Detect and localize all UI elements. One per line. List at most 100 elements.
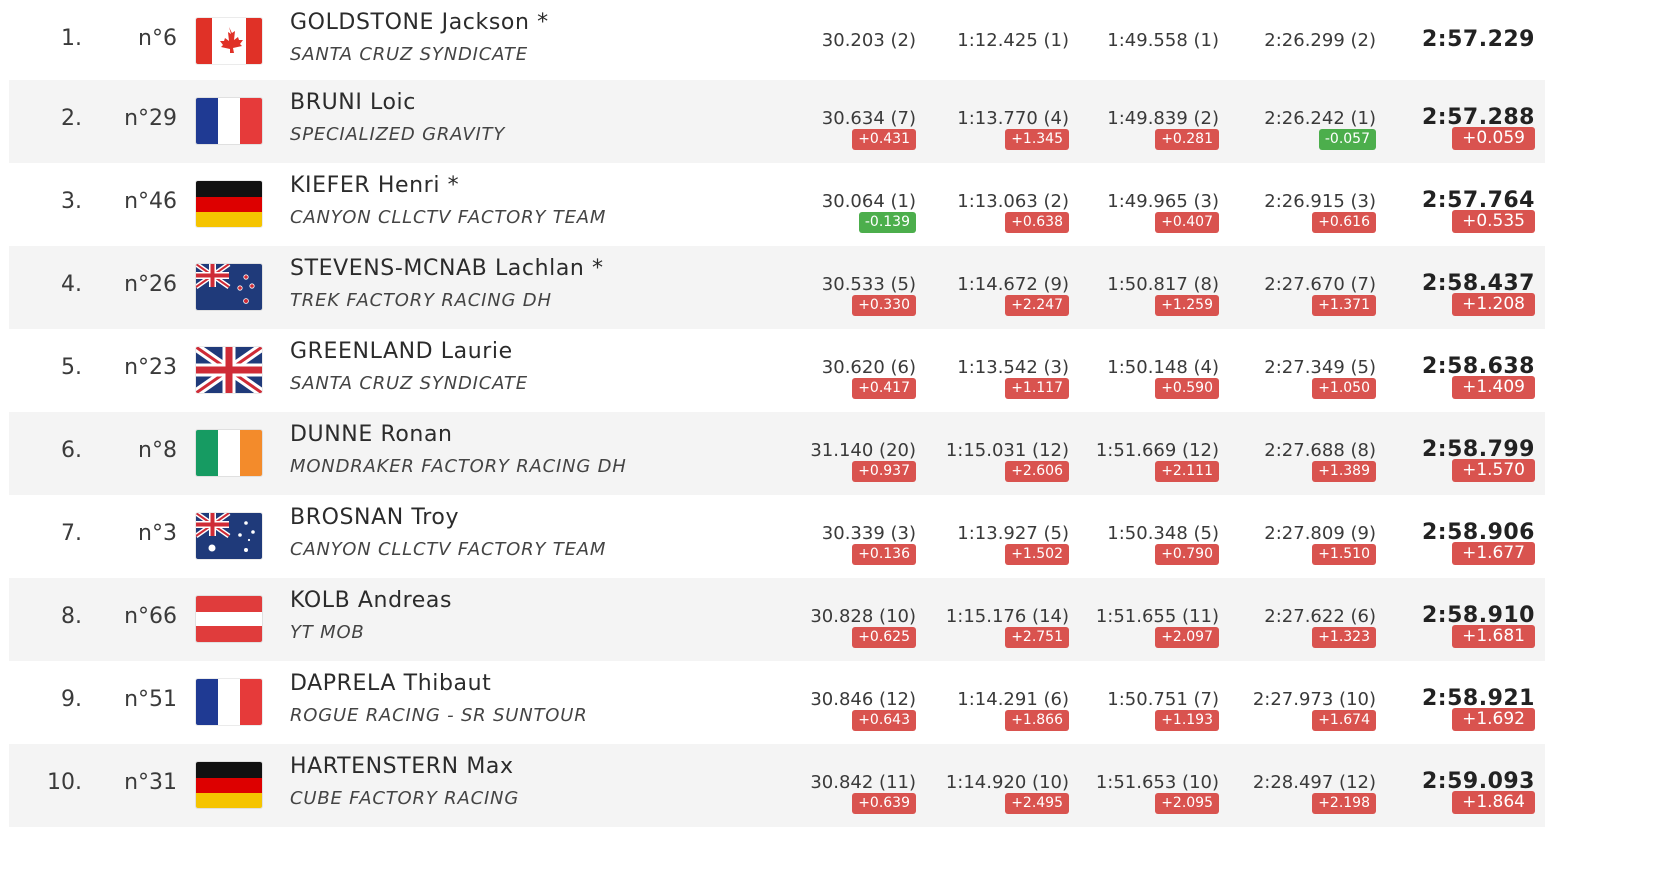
rider-name[interactable]: KIEFER Henri * — [290, 173, 460, 198]
rider-name[interactable]: BROSNAN Troy — [290, 505, 460, 530]
austria-flag — [196, 596, 262, 642]
bib-number: n°8 — [138, 438, 177, 463]
bib-number: n°51 — [124, 687, 177, 712]
split-gap-badge-3: +0.590 — [1155, 378, 1219, 399]
bib-number: n°26 — [124, 272, 177, 297]
bib-number: n°3 — [138, 521, 177, 546]
split-time-2: 1:13.770 (4) — [957, 108, 1069, 129]
table-row[interactable]: 2. n°29 BRUNI Loic SPECIALIZED GRAVITY 30.63… — [9, 80, 1545, 163]
table-row[interactable]: 10. n°31 HARTENSTERN Max CUBE FACTORY RACIN… — [9, 744, 1545, 827]
split-gap-badge-4: -0.057 — [1318, 129, 1376, 150]
rider-name[interactable]: GOLDSTONE Jackson * — [290, 10, 549, 35]
germany-flag — [196, 181, 262, 227]
split-time-3: 1:50.751 (7) — [1107, 689, 1219, 710]
team-name: SPECIALIZED GRAVITY — [290, 124, 506, 145]
split-time-1: 30.064 (1) — [821, 191, 916, 212]
canada-flag — [196, 18, 262, 64]
split-time-3: 1:51.653 (10) — [1095, 772, 1219, 793]
split-gap-badge-2: +0.638 — [1005, 212, 1069, 233]
split-gap-badge-4: +1.389 — [1312, 461, 1376, 482]
uk-flag — [196, 347, 262, 393]
bib-number: n°46 — [124, 189, 177, 214]
total-gap-badge: +1.409 — [1452, 376, 1535, 399]
split-gap-badge-1: +0.417 — [852, 378, 916, 399]
split-gap-badge-1: +0.136 — [852, 544, 916, 565]
split-time-1: 31.140 (20) — [810, 440, 916, 461]
total-time: 2:58.906 — [1421, 520, 1535, 545]
split-gap-badge-1: -0.139 — [858, 212, 916, 233]
split-gap-badge-3: +0.790 — [1155, 544, 1219, 565]
split-time-2: 1:13.542 (3) — [957, 357, 1069, 378]
split-time-4: 2:27.809 (9) — [1264, 523, 1376, 544]
split-time-3: 1:51.655 (11) — [1095, 606, 1219, 627]
total-gap-badge: +1.677 — [1452, 542, 1535, 565]
total-gap-badge: +0.535 — [1452, 210, 1535, 233]
team-name: MONDRAKER FACTORY RACING DH — [290, 456, 627, 477]
total-time: 2:57.764 — [1421, 188, 1535, 213]
table-row[interactable]: 3. n°46 KIEFER Henri * CANYON CLLCTV FACTOR… — [9, 163, 1545, 246]
split-time-2: 1:15.176 (14) — [945, 606, 1069, 627]
rank: 1. — [61, 26, 82, 51]
split-time-4: 2:27.688 (8) — [1264, 440, 1376, 461]
table-row[interactable]: 7. n°3 BROSNAN Troy CANYON CLLCTV FACTORY T… — [9, 495, 1545, 578]
total-time: 2:58.921 — [1421, 686, 1535, 711]
rider-name[interactable]: STEVENS-MCNAB Lachlan * — [290, 256, 604, 281]
split-time-2: 1:14.291 (6) — [957, 689, 1069, 710]
split-time-3: 1:49.558 (1) — [1107, 30, 1219, 51]
bib-number: n°66 — [124, 604, 177, 629]
split-time-3: 1:49.839 (2) — [1107, 108, 1219, 129]
total-gap-badge: +1.681 — [1452, 625, 1535, 648]
team-name: CANYON CLLCTV FACTORY TEAM — [290, 539, 607, 560]
split-gap-badge-4: +1.323 — [1312, 627, 1376, 648]
total-time: 2:59.093 — [1421, 769, 1535, 794]
rank: 3. — [61, 189, 82, 214]
team-name: CUBE FACTORY RACING — [290, 788, 520, 809]
team-name: YT MOB — [290, 622, 365, 643]
table-row[interactable]: 9. n°51 DAPRELA Thibaut ROGUE RACING - SR S… — [9, 661, 1545, 744]
total-time: 2:58.638 — [1421, 354, 1535, 379]
split-gap-badge-3: +0.407 — [1155, 212, 1219, 233]
table-row[interactable]: 5. n°23 GREENLAND Laurie SANTA CRUZ SYNDICA… — [9, 329, 1545, 412]
rank: 8. — [61, 604, 82, 629]
total-time: 2:57.229 — [1421, 27, 1535, 52]
split-gap-badge-2: +2.751 — [1005, 627, 1069, 648]
table-row[interactable]: 1. n°6 GOLDSTONE Jackson * SANTA CRUZ SYNDI… — [9, 0, 1545, 80]
rider-name[interactable]: BRUNI Loic — [290, 90, 416, 115]
split-gap-badge-1: +0.937 — [852, 461, 916, 482]
rider-name[interactable]: GREENLAND Laurie — [290, 339, 513, 364]
rider-name[interactable]: HARTENSTERN Max — [290, 754, 514, 779]
rank: 2. — [61, 106, 82, 131]
split-time-4: 2:27.349 (5) — [1264, 357, 1376, 378]
split-gap-badge-4: +0.616 — [1312, 212, 1376, 233]
table-row[interactable]: 8. n°66 KOLB Andreas YT MOB 30.828 (10) +0.62… — [9, 578, 1545, 661]
rider-name[interactable]: KOLB Andreas — [290, 588, 453, 613]
total-gap-badge: +1.570 — [1452, 459, 1535, 482]
rank: 6. — [61, 438, 82, 463]
split-gap-badge-2: +1.345 — [1005, 129, 1069, 150]
split-time-4: 2:27.670 (7) — [1264, 274, 1376, 295]
split-gap-badge-3: +2.097 — [1155, 627, 1219, 648]
split-time-1: 30.533 (5) — [821, 274, 916, 295]
team-name: TREK FACTORY RACING DH — [290, 290, 552, 311]
bib-number: n°29 — [124, 106, 177, 131]
split-time-3: 1:50.148 (4) — [1107, 357, 1219, 378]
australia-flag — [196, 513, 262, 559]
split-time-2: 1:14.672 (9) — [957, 274, 1069, 295]
split-time-1: 30.846 (12) — [810, 689, 916, 710]
split-time-4: 2:27.973 (10) — [1252, 689, 1376, 710]
total-gap-badge: +0.059 — [1452, 127, 1535, 150]
france-flag — [196, 98, 262, 144]
split-gap-badge-4: +1.050 — [1312, 378, 1376, 399]
rider-name[interactable]: DUNNE Ronan — [290, 422, 453, 447]
table-row[interactable]: 4. n°26 STEVENS-MCNAB Lachlan * TREK FACTOR… — [9, 246, 1545, 329]
split-time-4: 2:26.242 (1) — [1264, 108, 1376, 129]
split-gap-badge-3: +1.259 — [1155, 295, 1219, 316]
rider-name[interactable]: DAPRELA Thibaut — [290, 671, 492, 696]
total-time: 2:58.437 — [1421, 271, 1535, 296]
split-time-3: 1:50.817 (8) — [1107, 274, 1219, 295]
germany-flag — [196, 762, 262, 808]
split-time-4: 2:26.915 (3) — [1264, 191, 1376, 212]
split-time-1: 30.828 (10) — [810, 606, 916, 627]
table-row[interactable]: 6. n°8 DUNNE Ronan MONDRAKER FACTORY RACING… — [9, 412, 1545, 495]
